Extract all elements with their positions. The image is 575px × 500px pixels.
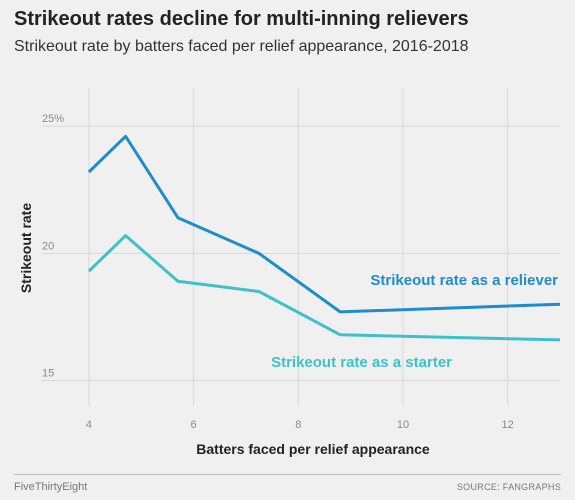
x-axis-title: Batters faced per relief appearance — [196, 441, 430, 457]
x-tick-label: 4 — [86, 419, 92, 431]
x-tick-label: 8 — [295, 419, 301, 431]
series-labels: Strikeout rate as a reliever Strikeout ra… — [271, 272, 558, 371]
chart-subtitle: Strikeout rate by batters faced per reli… — [14, 38, 469, 55]
chart-title: Strikeout rates decline for multi-inning… — [14, 8, 469, 30]
y-tick-label: 20 — [42, 240, 54, 252]
x-tick-label: 6 — [191, 419, 197, 431]
footer-brand: FiveThirtyEight — [14, 481, 88, 493]
tick-labels: 4 6 8 10 12 15 20 25% — [42, 113, 514, 431]
grid — [42, 88, 560, 406]
reliever-series-label: Strikeout rate as a reliever — [370, 272, 558, 289]
y-tick-label: 15 — [42, 368, 54, 380]
footer-source: SOURCE: FANGRAPHS — [456, 482, 561, 492]
footer-divider — [14, 474, 561, 475]
reliever-series-line — [87, 134, 561, 314]
x-tick-label: 10 — [397, 419, 409, 431]
x-tick-label: 12 — [502, 419, 514, 431]
starter-series-label: Strikeout rate as a starter — [271, 354, 452, 371]
series-lines — [87, 134, 561, 342]
y-tick-label: 25% — [42, 113, 64, 125]
y-axis-title: Strikeout rate — [18, 203, 34, 293]
starter-series-line — [87, 234, 561, 342]
